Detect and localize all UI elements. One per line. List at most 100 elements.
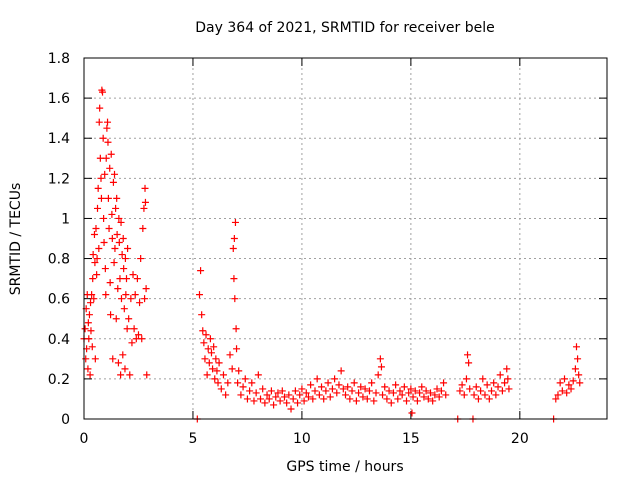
plot-frame <box>83 57 608 420</box>
y-tick-label: 0.2 <box>48 372 70 388</box>
data-point <box>117 218 125 226</box>
data-point <box>99 134 107 142</box>
data-point <box>400 383 408 391</box>
data-point <box>355 389 363 397</box>
chart-title: Day 364 of 2021, SRMTID for receiver bel… <box>195 20 494 36</box>
x-tick-label: 10 <box>293 431 311 447</box>
x-tick-label: 0 <box>80 431 89 447</box>
data-point <box>278 387 286 395</box>
data-point <box>101 265 109 273</box>
data-point <box>94 204 102 212</box>
y-tick-label: 0.4 <box>48 332 70 348</box>
data-point <box>115 214 123 222</box>
data-point <box>361 385 369 393</box>
data-point <box>285 391 293 399</box>
data-point <box>107 150 115 158</box>
y-tick-label: 0.6 <box>48 292 70 308</box>
data-point <box>100 214 108 222</box>
data-point <box>408 409 416 417</box>
data-point <box>87 327 95 335</box>
data-point <box>239 383 247 391</box>
data-point <box>385 387 393 395</box>
data-point <box>201 355 209 363</box>
data-point <box>89 251 97 259</box>
data-point <box>383 395 391 403</box>
data-point <box>287 405 295 413</box>
x-tick-label: 5 <box>188 431 197 447</box>
data-point <box>263 391 271 399</box>
data-point <box>283 399 291 407</box>
data-point <box>396 387 404 395</box>
data-point <box>318 383 326 391</box>
data-point <box>246 387 254 395</box>
data-point <box>291 387 299 395</box>
data-point <box>248 379 256 387</box>
data-point <box>99 88 107 96</box>
data-point <box>102 291 110 299</box>
data-point <box>504 375 512 383</box>
data-point <box>110 259 118 267</box>
data-point <box>235 367 243 375</box>
data-point <box>140 204 148 212</box>
data-point <box>429 397 437 405</box>
data-point <box>422 387 430 395</box>
data-point <box>214 379 222 387</box>
data-point <box>350 379 358 387</box>
data-point <box>485 395 493 403</box>
data-point <box>142 285 150 293</box>
data-point <box>204 345 212 353</box>
data-point <box>230 235 238 242</box>
x-axis-label: GPS time / hours <box>286 459 403 475</box>
data-point <box>85 311 93 319</box>
data-point <box>458 381 466 389</box>
data-point <box>470 391 478 399</box>
data-point <box>202 331 210 339</box>
data-point <box>252 389 260 397</box>
data-point <box>84 365 92 373</box>
data-point <box>222 391 230 399</box>
data-point <box>121 365 129 373</box>
grid-lines <box>84 58 607 419</box>
data-point <box>97 174 105 182</box>
data-point <box>496 371 504 379</box>
data-point <box>126 371 134 379</box>
data-point <box>219 371 227 379</box>
data-point <box>143 371 151 379</box>
data-point <box>376 355 384 363</box>
data-point <box>372 389 380 397</box>
data-point <box>307 381 315 389</box>
data-point <box>300 397 308 405</box>
data-point <box>387 399 395 407</box>
data-point <box>337 367 345 375</box>
data-point <box>134 331 142 339</box>
data-point <box>460 391 468 399</box>
data-point <box>207 349 215 357</box>
data-point <box>81 325 89 333</box>
data-point <box>86 371 94 379</box>
data-point <box>379 391 387 399</box>
data-point <box>82 355 90 363</box>
data-point <box>304 393 312 401</box>
data-point <box>93 271 101 279</box>
data-point <box>124 245 132 253</box>
data-point <box>335 381 343 389</box>
data-point <box>237 391 245 399</box>
data-point <box>106 279 114 287</box>
data-point <box>95 245 103 253</box>
data-point <box>136 299 144 307</box>
data-point <box>466 385 474 393</box>
data-point <box>315 391 323 399</box>
data-point <box>106 164 114 172</box>
data-point <box>93 255 101 263</box>
data-point <box>462 375 470 383</box>
data-point <box>424 395 432 403</box>
data-point <box>97 194 105 202</box>
data-point <box>224 379 232 387</box>
data-point <box>575 371 583 379</box>
data-point <box>141 198 149 206</box>
data-point <box>198 311 206 319</box>
data-point <box>569 377 577 385</box>
data-point <box>389 389 397 397</box>
data-point <box>357 383 365 391</box>
